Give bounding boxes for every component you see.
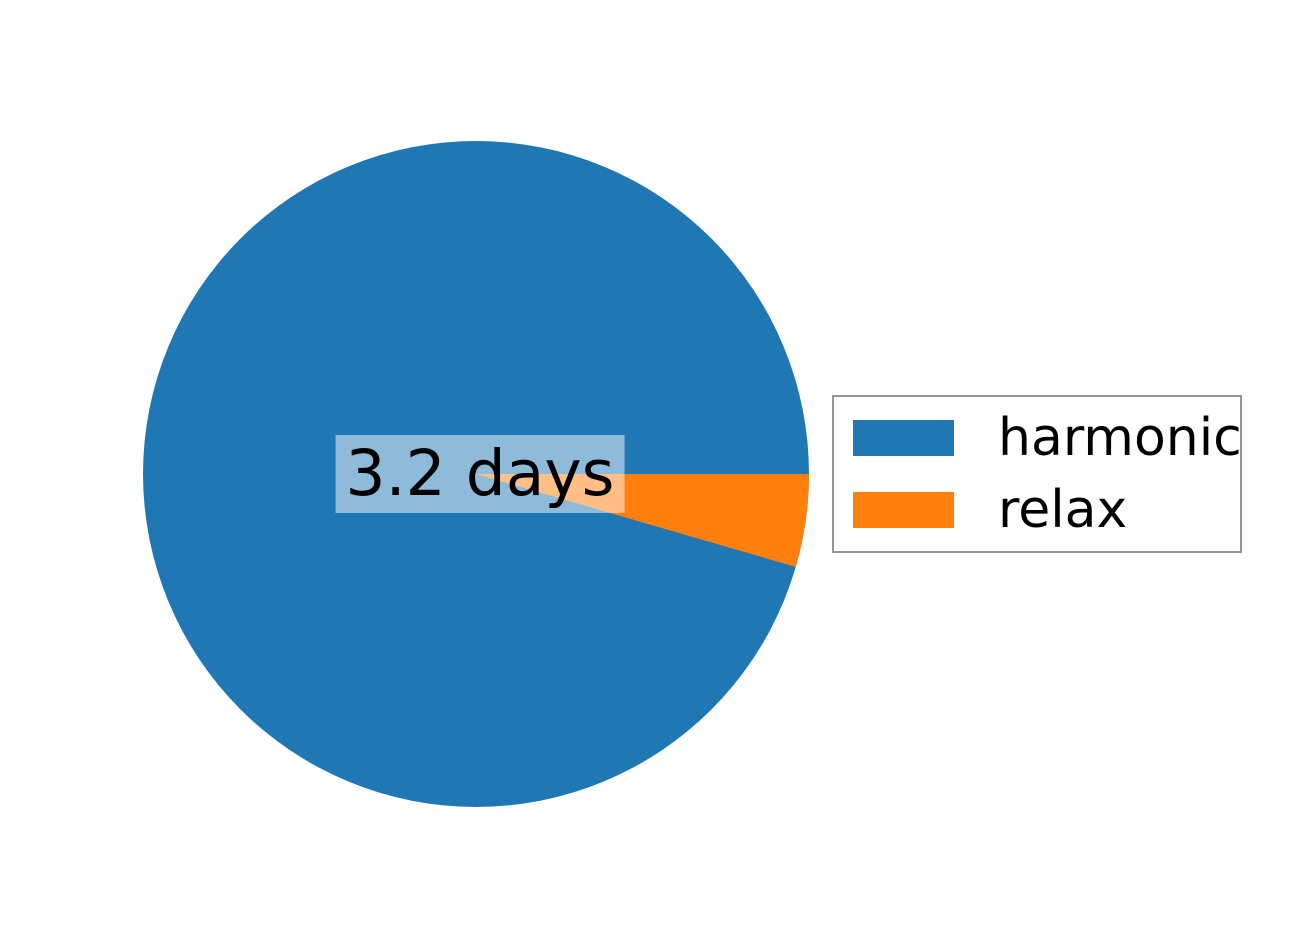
legend: harmonic relax	[832, 395, 1242, 553]
center-label-text: 3.2 days	[345, 437, 615, 510]
legend-label-relax: relax	[998, 480, 1128, 540]
legend-row-harmonic: harmonic	[853, 402, 1242, 474]
center-label-box: 3.2 days	[335, 435, 625, 513]
legend-row-relax: relax	[853, 474, 1240, 546]
legend-label-harmonic: harmonic	[998, 408, 1242, 468]
legend-swatch-relax	[853, 492, 954, 528]
legend-swatch-harmonic	[853, 420, 954, 456]
